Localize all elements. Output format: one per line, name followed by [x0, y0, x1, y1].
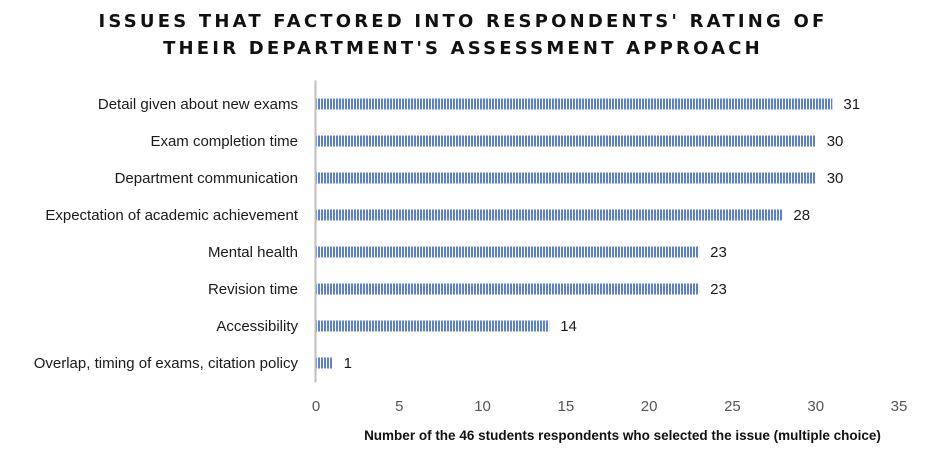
data-label: 30 — [827, 133, 844, 150]
category-label: Exam completion time — [150, 133, 298, 150]
x-tick-label: 5 — [395, 398, 403, 415]
chart-title-line-2: THEIR DEPARTMENT'S ASSESSMENT APPROACH — [163, 38, 763, 59]
x-tick-label: 15 — [558, 398, 575, 415]
category-label: Mental health — [208, 244, 298, 261]
x-tick-label: 20 — [641, 398, 658, 415]
bars-layer — [316, 98, 833, 369]
data-label: 1 — [344, 355, 352, 372]
x-tick-label: 10 — [474, 398, 491, 415]
bar — [316, 209, 783, 221]
bar — [316, 357, 333, 369]
data-label: 23 — [710, 244, 727, 261]
chart-title-line-1: ISSUES THAT FACTORED INTO RESPONDENTS' R… — [98, 11, 828, 32]
category-label: Overlap, timing of exams, citation polic… — [34, 355, 299, 372]
category-label: Detail given about new exams — [98, 96, 298, 113]
x-tick-label: 30 — [807, 398, 824, 415]
x-axis-title: Number of the 46 students respondents wh… — [364, 428, 881, 443]
bar — [316, 246, 700, 258]
data-label: 28 — [793, 207, 810, 224]
bar — [316, 172, 816, 184]
bar — [316, 320, 550, 332]
x-tick-label: 35 — [891, 398, 908, 415]
bar — [316, 98, 833, 110]
x-tick-label: 0 — [312, 398, 320, 415]
x-tick-label: 25 — [724, 398, 741, 415]
tick-labels-layer: 0 5 10 15 20 25 30 35 — [312, 398, 908, 415]
chart-title: ISSUES THAT FACTORED INTO RESPONDENTS' R… — [0, 8, 926, 62]
category-label: Expectation of academic achievement — [45, 207, 298, 224]
bar — [316, 283, 700, 295]
category-label: Department communication — [115, 170, 298, 187]
category-label: Revision time — [208, 281, 298, 298]
data-label: 14 — [560, 318, 577, 335]
bar — [316, 135, 816, 147]
category-label: Accessibility — [216, 318, 298, 335]
data-label: 23 — [710, 281, 727, 298]
data-label: 31 — [843, 96, 860, 113]
labels-layer: Detail given about new exams 31 Exam compl… — [34, 96, 860, 372]
data-label: 30 — [827, 170, 844, 187]
